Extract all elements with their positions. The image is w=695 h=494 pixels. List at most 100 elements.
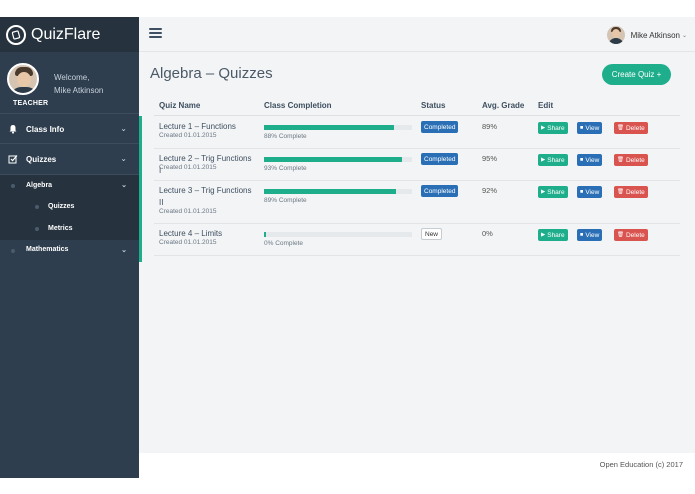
completion-text: 93% Complete [264, 165, 307, 172]
share-button[interactable]: ▶ Share [538, 122, 568, 134]
folder-icon: ■ [580, 125, 584, 131]
sidebar-item-label: Mathematics [26, 246, 69, 253]
status-badge: Completed [421, 185, 459, 197]
delete-button[interactable]: 🗑 Delete [614, 154, 648, 166]
view-button-label: View [585, 188, 600, 196]
view-button-label: View [585, 156, 600, 164]
play-icon: ▶ [541, 189, 546, 195]
delete-button[interactable]: 🗑 Delete [614, 229, 648, 241]
submenu-quizzes: Algebra ⌄ Quizzes Metrics [0, 175, 139, 240]
sidebar-item-class-info[interactable]: Class Info ⌄ [0, 114, 139, 144]
profile: Welcome, Mike Atkinson [0, 52, 139, 114]
user-menu[interactable]: Mike Atkinson ⌄ [606, 26, 687, 44]
trash-icon: 🗑 [617, 157, 624, 163]
trash-icon: 🗑 [617, 125, 624, 131]
status-badge: Completed [421, 153, 459, 165]
main-content: Algebra – Quizzes Create Quiz + Quiz Nam… [139, 52, 695, 453]
view-button[interactable]: ■ View [577, 229, 603, 241]
topbar: Mike Atkinson ⌄ [139, 17, 695, 52]
brand[interactable]: QuizFlare [0, 17, 139, 52]
user-name: Mike Atkinson [630, 30, 680, 40]
play-icon: ▶ [541, 157, 546, 163]
share-button-label: Share [547, 156, 565, 164]
sidebar-item-label: Metrics [48, 225, 73, 232]
column-header[interactable]: Edit [538, 101, 554, 110]
hamburger-icon[interactable] [149, 28, 162, 39]
share-button-label: Share [547, 231, 565, 239]
sidebar-item-metrics[interactable]: Metrics [0, 218, 139, 240]
footer: Open Education (c) 2017 [139, 453, 695, 478]
avg-grade: 89% [482, 122, 498, 131]
play-icon: ▶ [541, 125, 546, 131]
share-button[interactable]: ▶ Share [538, 229, 568, 241]
quiz-created-date: Created 01.01.2015 [159, 239, 217, 246]
completion-text: 0% Complete [264, 240, 304, 247]
bullet-icon [11, 249, 15, 253]
avatar [606, 26, 625, 44]
sidebar-item-algebra-quizzes[interactable]: Quizzes [0, 197, 139, 218]
quiz-name[interactable]: Lecture 4 – Limits [159, 229, 223, 238]
footer-text: Open Education (c) 2017 [599, 460, 683, 469]
quiz-created-date: Created 01.01.2015 [159, 132, 217, 139]
column-header[interactable]: Avg. Grade [482, 101, 525, 110]
table-row: Lecture 4 – Limits Created 01.01.2015 0% C… [154, 224, 680, 256]
view-button-label: View [585, 124, 600, 132]
brand-name: QuizFlare [31, 25, 101, 43]
quiz-created-date: Created 01.01.2015 [159, 164, 217, 171]
chevron-down-icon: ⌄ [121, 247, 127, 254]
quiz-name[interactable]: Lecture 2 – Trig Functions I [159, 154, 252, 175]
completion-bar [264, 232, 412, 237]
folder-icon: ■ [580, 157, 584, 163]
avg-grade: 95% [482, 154, 498, 163]
sidebar: QuizFlare Welcome, Mike Atkinson TEACHER… [0, 17, 139, 478]
view-button[interactable]: ■ View [577, 154, 603, 166]
column-header[interactable]: Quiz Name [159, 101, 201, 110]
column-header[interactable]: Status [421, 101, 446, 110]
view-button-label: View [585, 231, 600, 239]
completion-bar [264, 189, 412, 194]
completion-bar [264, 157, 412, 162]
delete-button[interactable]: 🗑 Delete [614, 186, 648, 198]
logo-icon [6, 24, 26, 45]
delete-button[interactable]: 🗑 Delete [614, 122, 648, 134]
page-title: Algebra – Quizzes [150, 65, 273, 82]
bullet-icon [35, 227, 39, 231]
play-icon: ▶ [541, 232, 546, 238]
completion-bar [264, 125, 412, 130]
share-button[interactable]: ▶ Share [538, 154, 568, 166]
checkbox-icon [8, 155, 18, 164]
quiz-name[interactable]: Lecture 3 – Trig Functions II [159, 186, 252, 207]
sidebar-item-mathematics[interactable]: Mathematics ⌄ [0, 240, 139, 262]
view-button[interactable]: ■ View [577, 122, 603, 134]
table-row: Lecture 3 – Trig Functions II Created 01.… [154, 181, 680, 224]
bullet-icon [11, 184, 15, 188]
avatar[interactable] [7, 63, 39, 95]
chevron-down-icon: ⌄ [120, 154, 127, 163]
quiz-name[interactable]: Lecture 1 – Functions [159, 122, 236, 131]
delete-button-label: Delete [625, 188, 645, 196]
welcome-text: Welcome, Mike Atkinson [54, 71, 103, 97]
delete-button-label: Delete [625, 231, 645, 239]
completion-bar-fill [264, 125, 395, 130]
profile-name: Mike Atkinson [54, 86, 104, 95]
trash-icon: 🗑 [617, 189, 624, 195]
active-accent-bar [139, 116, 142, 262]
create-quiz-button[interactable]: Create Quiz + [602, 64, 671, 85]
share-button[interactable]: ▶ Share [538, 186, 568, 198]
completion-bar-fill [264, 157, 402, 162]
delete-button-label: Delete [625, 124, 645, 132]
column-header[interactable]: Class Completion [264, 101, 332, 110]
chevron-down-icon: ⌄ [681, 32, 687, 39]
role-label: TEACHER [13, 100, 49, 107]
app-frame: QuizFlare Welcome, Mike Atkinson TEACHER… [0, 17, 695, 478]
view-button[interactable]: ■ View [577, 186, 603, 198]
folder-icon: ■ [580, 232, 584, 238]
folder-icon: ■ [580, 189, 584, 195]
share-button-label: Share [547, 124, 565, 132]
welcome-label: Welcome, [54, 73, 90, 82]
sidebar-item-label: Algebra [26, 182, 53, 189]
completion-bar-fill [264, 232, 266, 237]
sidebar-item-algebra[interactable]: Algebra ⌄ [0, 175, 139, 197]
sidebar-item-quizzes[interactable]: Quizzes ⌄ [0, 144, 139, 175]
sidebar-item-label: Class Info [26, 125, 65, 134]
